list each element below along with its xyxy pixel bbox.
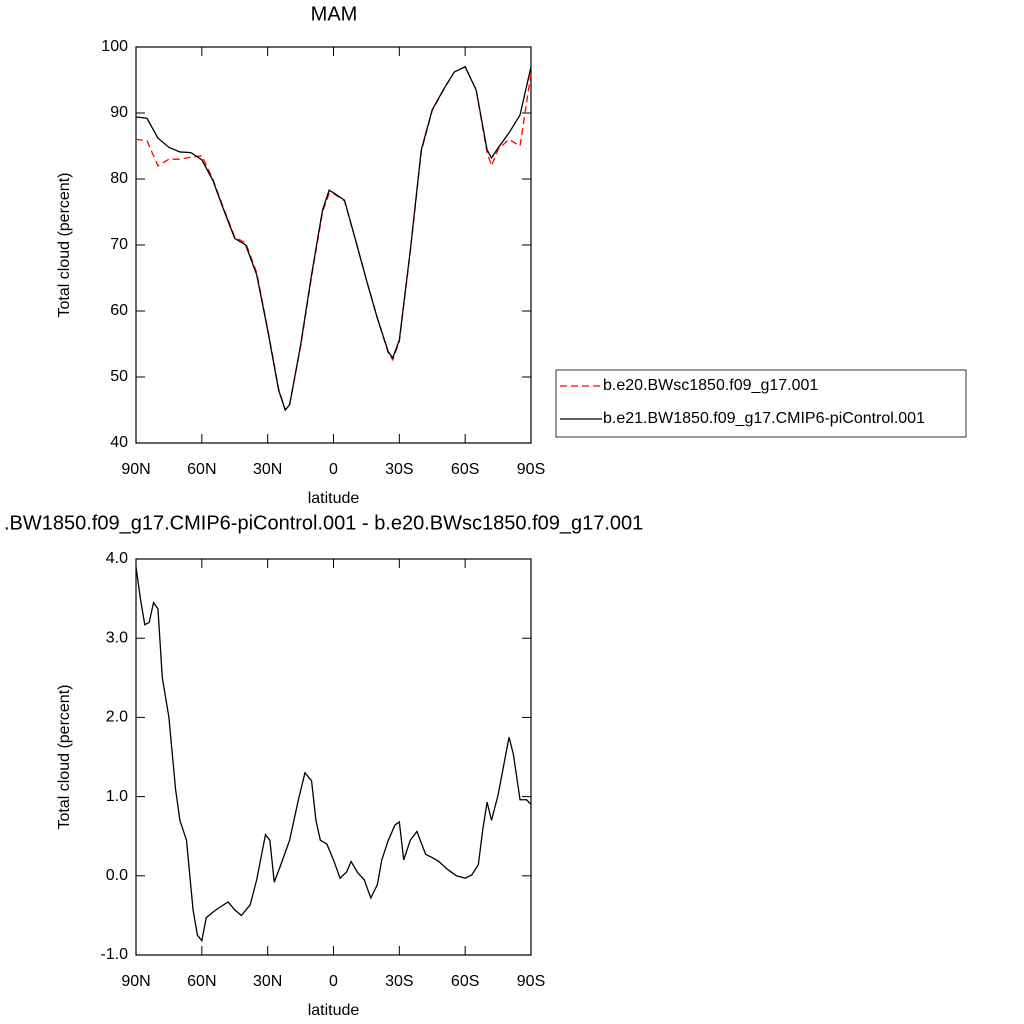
- legend-label: b.e20.BWsc1850.f09_g17.001: [603, 377, 818, 394]
- x-tick-label: 30N: [253, 973, 282, 990]
- plot-frame: [135, 558, 532, 956]
- y-tick-label: 0.0: [106, 867, 128, 884]
- x-axis-label: latitude: [308, 1002, 360, 1019]
- data-line: [135, 566, 532, 943]
- y-tick-label: 90: [110, 104, 128, 121]
- chart-title: MAM: [311, 3, 358, 25]
- legend-label: b.e21.BW1850.f09_g17.CMIP6-piControl.001: [603, 410, 925, 427]
- y-axis-label: Total cloud (percent): [56, 173, 73, 318]
- x-tick-label: 30N: [253, 461, 282, 478]
- x-tick-label: 90S: [517, 461, 545, 478]
- y-tick-label: 70: [110, 236, 128, 253]
- data-line: [135, 65, 532, 412]
- x-tick-label: 60N: [187, 973, 216, 990]
- x-tick-label: 60N: [187, 461, 216, 478]
- y-tick-label: 60: [110, 302, 128, 319]
- legend-box: [555, 369, 967, 438]
- x-tick-label: 0: [329, 973, 338, 990]
- x-axis-label: latitude: [308, 490, 360, 507]
- x-tick-label: 90S: [517, 973, 545, 990]
- x-tick-label: 30S: [385, 461, 413, 478]
- x-tick-label: 30S: [385, 973, 413, 990]
- y-tick-label: 3.0: [106, 629, 128, 646]
- chart-title: .BW1850.f09_g17.CMIP6-piControl.001 - b.…: [4, 512, 643, 534]
- x-tick-label: 90N: [121, 973, 150, 990]
- y-tick-label: 40: [110, 434, 128, 451]
- y-tick-label: 50: [110, 368, 128, 385]
- x-tick-label: 0: [329, 461, 338, 478]
- y-tick-label: 100: [101, 38, 128, 55]
- y-tick-label: -1.0: [100, 946, 128, 963]
- data-line: [135, 65, 532, 412]
- y-tick-label: 80: [110, 170, 128, 187]
- y-tick-label: 1.0: [106, 788, 128, 805]
- x-tick-label: 90N: [121, 461, 150, 478]
- plot-frame: [135, 46, 532, 444]
- y-tick-label: 2.0: [106, 709, 128, 726]
- x-tick-label: 60S: [451, 461, 479, 478]
- y-tick-label: 4.0: [106, 550, 128, 567]
- x-tick-label: 60S: [451, 973, 479, 990]
- y-axis-label: Total cloud (percent): [56, 685, 73, 830]
